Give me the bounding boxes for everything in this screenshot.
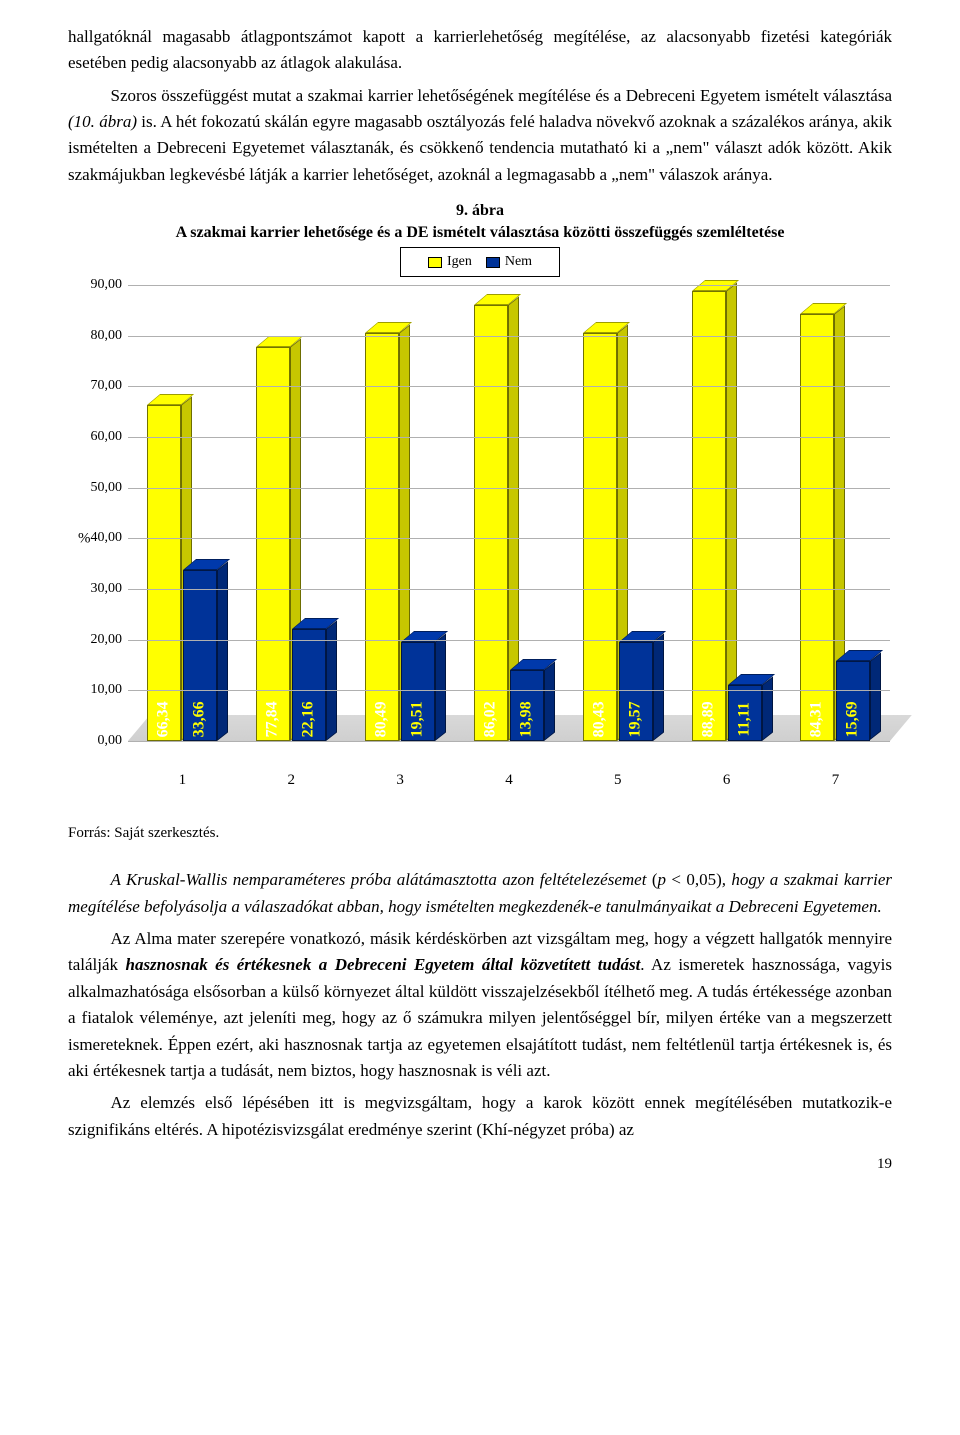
legend-item-igen: Igen [428,251,472,273]
bar: 11,11 [728,685,762,741]
bar-value-label: 66,34 [152,702,177,738]
bar-group: 80,43 19,57 [570,333,665,741]
ytick-label: 20,00 [74,629,122,651]
bar-value-label: 80,49 [370,702,395,738]
chart-plot: 66,34 33,66 77,84 22,16 80,49 19,51 86,02 13,98… [128,285,890,765]
bar-value-label: 22,16 [297,702,322,738]
bar: 22,16 [292,629,326,741]
chart-legend: Igen Nem [400,247,560,277]
bar: 86,02 [474,305,508,741]
bar-group: 84,31 15,69 [788,314,883,741]
ytick-label: 30,00 [74,578,122,600]
paragraph-3: A Kruskal-Wallis nemparaméteres próba al… [68,867,892,920]
bar: 77,84 [256,347,290,741]
gridline [128,285,890,286]
legend-label-nem: Nem [505,251,532,273]
ytick-label: 10,00 [74,679,122,701]
bar-value-label: 19,57 [623,702,648,738]
paragraph-2: Szoros összefüggést mutat a szakmai karr… [68,83,892,188]
gridline [128,690,890,691]
chart-title-text: A szakmai karrier lehetősége és a DE ism… [176,224,785,241]
bar: 88,89 [692,291,726,741]
paragraph-3b: (p < 0,05) [646,870,721,889]
paragraph-2c: is. A hét fokozatú skálán egyre magasabb… [68,112,892,184]
page-number: 19 [68,1153,892,1176]
bar-groups: 66,34 33,66 77,84 22,16 80,49 19,51 86,02 13,98… [128,285,890,741]
paragraph-5: Az elemzés első lépésében itt is megvizs… [68,1090,892,1143]
bar-group: 86,02 13,98 [461,305,556,741]
xtick-label: 7 [788,769,883,792]
ytick-label: 50,00 [74,477,122,499]
paragraph-2a: Szoros összefüggést mutat a szakmai karr… [111,86,893,105]
gridline [128,640,890,641]
gridline [128,538,890,539]
gridline [128,488,890,489]
bar: 33,66 [183,570,217,741]
xtick-label: 3 [352,769,447,792]
chart-title-num: 9. ábra [68,200,892,222]
gridline [128,741,890,742]
bar-value-label: 33,66 [188,702,213,738]
xtick-label: 5 [570,769,665,792]
ytick-label: 60,00 [74,426,122,448]
paragraph-4: Az Alma mater szerepére vonatkozó, másik… [68,926,892,1084]
gridline [128,336,890,337]
gridline [128,437,890,438]
ytick-label: 40,00 [74,527,122,549]
bar: 19,57 [619,642,653,741]
legend-swatch-igen [428,257,442,268]
paragraph-2-ref: (10. ábra) [68,112,137,131]
ytick-label: 0,00 [74,730,122,752]
chart-xaxis: 1234567 [128,769,890,792]
bar-group: 88,89 11,11 [679,291,774,741]
xtick-label: 2 [244,769,339,792]
bar-value-label: 11,11 [732,702,757,736]
plot-area: 66,34 33,66 77,84 22,16 80,49 19,51 86,02 13,98… [128,285,890,741]
bar: 84,31 [800,314,834,741]
ytick-label: 80,00 [74,325,122,347]
bar: 15,69 [836,661,870,740]
bar: 13,98 [510,670,544,741]
xtick-label: 1 [135,769,230,792]
bar-value-label: 15,69 [841,702,866,738]
chart-source: Forrás: Saját szerkesztés. [68,822,892,845]
bar-value-label: 80,43 [587,702,612,738]
gridline [128,386,890,387]
bar-group: 77,84 22,16 [244,347,339,741]
bar-value-label: 77,84 [261,702,286,738]
chart-title: 9. ábra A szakmai karrier lehetősége és … [68,200,892,243]
bar-value-label: 19,51 [406,702,431,738]
bar: 19,51 [401,642,435,741]
ytick-label: 90,00 [74,274,122,296]
bar-value-label: 88,89 [696,702,721,738]
legend-label-igen: Igen [447,251,472,273]
bar: 80,43 [583,333,617,741]
gridline [128,589,890,590]
paragraph-4b: hasznosnak és értékesnek a Debreceni Egy… [125,955,640,974]
xtick-label: 6 [679,769,774,792]
legend-swatch-nem [486,257,500,268]
bar-value-label: 84,31 [805,702,830,738]
ytick-label: 70,00 [74,375,122,397]
bar-value-label: 86,02 [479,702,504,738]
bar-chart: % 66,3433,6677,8422,1680,4919,5186,0213,… [70,285,890,792]
xtick-label: 4 [461,769,556,792]
paragraph-1: hallgatóknál magasabb átlagpontszámot ka… [68,24,892,77]
paragraph-3a: A Kruskal-Wallis nemparaméteres próba al… [111,870,647,889]
bar-group: 80,49 19,51 [352,333,447,741]
bar-value-label: 13,98 [515,702,540,738]
bar: 80,49 [365,333,399,741]
legend-item-nem: Nem [486,251,532,273]
